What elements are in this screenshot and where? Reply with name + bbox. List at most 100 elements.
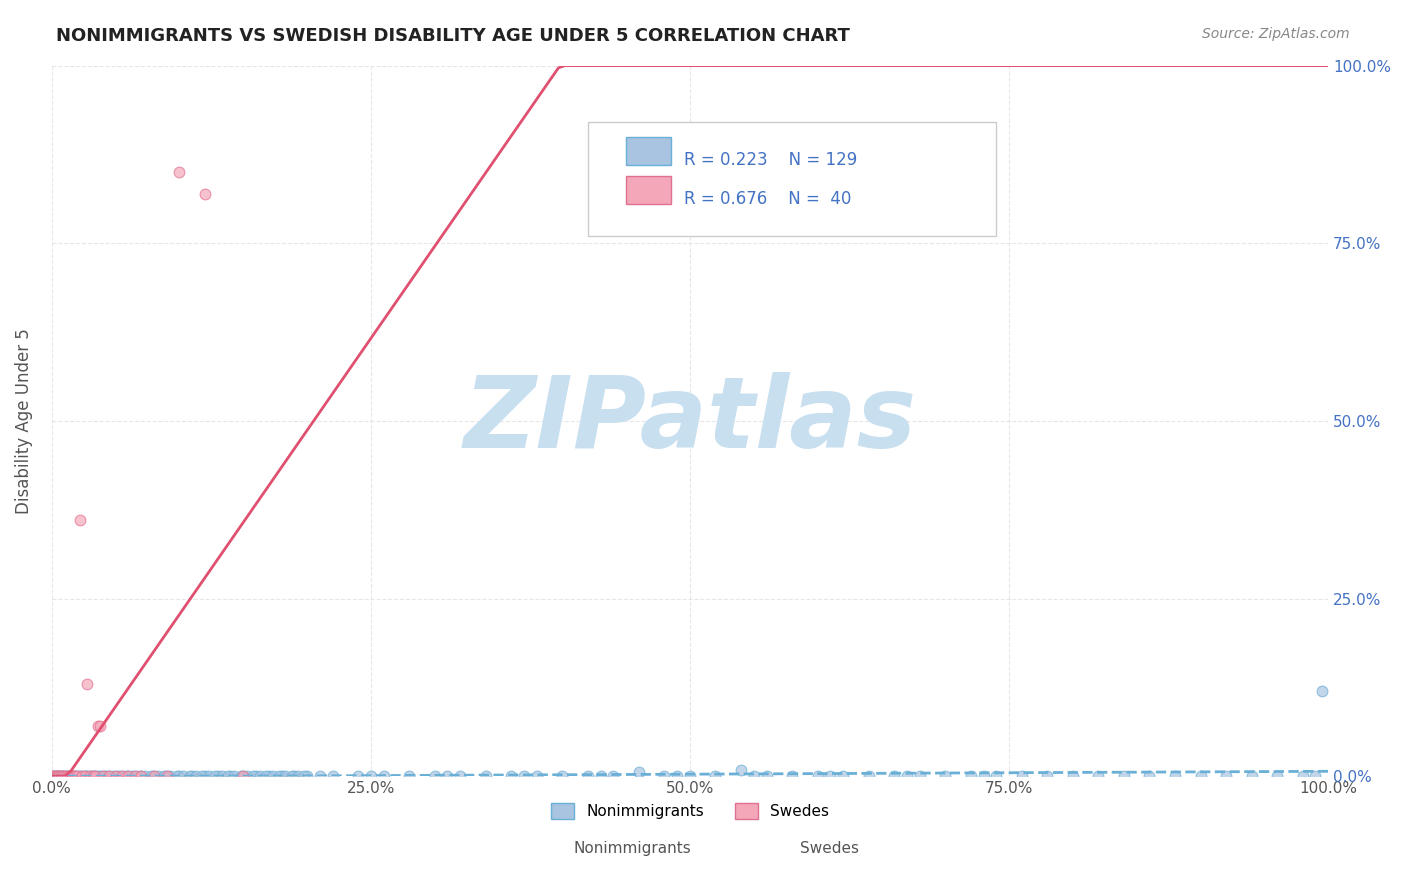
Point (45, 769, 67, 783)
Point (236, 769, 259, 783)
Point (1112, 769, 1135, 783)
Point (94, 769, 117, 783)
Point (142, 769, 165, 783)
Point (91, 769, 114, 783)
Point (104, 769, 127, 783)
Text: ZIPatlas: ZIPatlas (464, 372, 917, 469)
Point (1310, 684, 1333, 698)
Point (117, 769, 139, 783)
Point (704, 769, 727, 783)
Point (254, 769, 277, 783)
Bar (626, 176, 671, 204)
FancyBboxPatch shape (588, 122, 997, 236)
Point (194, 769, 217, 783)
Point (44, 769, 66, 783)
Point (129, 769, 152, 783)
Point (181, 769, 204, 783)
Point (179, 769, 201, 783)
Point (45, 769, 67, 783)
Point (42, 769, 65, 783)
Point (742, 769, 765, 783)
Point (124, 769, 146, 783)
Point (1164, 769, 1187, 783)
Point (51, 769, 73, 783)
Bar (626, 136, 671, 165)
Point (373, 769, 395, 783)
Point (84, 769, 107, 783)
Point (232, 769, 254, 783)
Point (59, 769, 82, 783)
Point (134, 769, 156, 783)
Point (111, 769, 134, 783)
Point (89, 769, 111, 783)
Point (72, 769, 94, 783)
Point (62, 769, 84, 783)
Point (62, 769, 84, 783)
Point (172, 769, 194, 783)
Point (308, 769, 330, 783)
Y-axis label: Disability Age Under 5: Disability Age Under 5 (15, 328, 32, 514)
Text: NONIMMIGRANTS VS SWEDISH DISABILITY AGE UNDER 5 CORRELATION CHART: NONIMMIGRANTS VS SWEDISH DISABILITY AGE … (56, 27, 851, 45)
Point (197, 769, 219, 783)
Point (1036, 769, 1059, 783)
Point (219, 769, 242, 783)
Point (211, 769, 233, 783)
Point (287, 769, 309, 783)
Point (45, 769, 67, 783)
Point (232, 769, 254, 783)
Point (45, 769, 67, 783)
Point (59, 769, 82, 783)
Point (73, 769, 96, 783)
Point (49, 769, 72, 783)
Point (274, 769, 297, 783)
Point (89, 719, 111, 733)
Point (883, 769, 905, 783)
Point (194, 186, 217, 201)
Point (121, 769, 143, 783)
Point (76, 769, 98, 783)
Point (360, 769, 382, 783)
Point (501, 769, 523, 783)
Point (114, 769, 136, 783)
Point (1240, 769, 1263, 783)
Point (283, 769, 305, 783)
Point (730, 764, 752, 778)
Point (627, 764, 650, 779)
Point (1189, 769, 1212, 783)
Point (59, 769, 82, 783)
Text: Swedes: Swedes (800, 841, 859, 856)
Point (755, 769, 778, 783)
Point (526, 769, 548, 783)
Point (53, 769, 76, 783)
Point (87, 769, 110, 783)
Point (1087, 769, 1109, 783)
Point (474, 769, 496, 783)
Point (142, 769, 165, 783)
Point (69, 769, 91, 783)
Point (58, 769, 80, 783)
Point (44, 769, 66, 783)
Point (986, 769, 1008, 783)
Point (217, 769, 239, 783)
Point (111, 769, 134, 783)
Point (295, 769, 318, 783)
Point (48, 769, 70, 783)
Point (654, 769, 676, 783)
Point (79, 769, 101, 783)
Point (242, 769, 264, 783)
Point (58, 769, 80, 783)
Point (108, 769, 131, 783)
Point (224, 769, 246, 783)
Point (204, 769, 226, 783)
Point (66, 769, 89, 783)
Point (128, 769, 150, 783)
Point (449, 769, 471, 783)
Point (679, 769, 702, 783)
Point (576, 769, 599, 783)
Point (257, 769, 280, 783)
Point (69, 513, 91, 527)
Point (117, 769, 139, 783)
Point (52, 769, 75, 783)
Point (46, 769, 69, 783)
Point (908, 769, 931, 783)
